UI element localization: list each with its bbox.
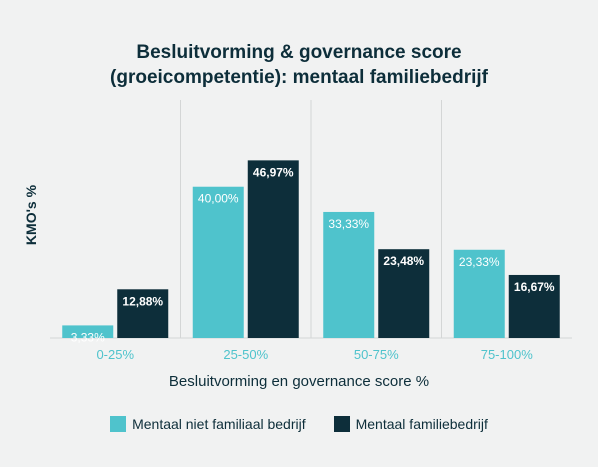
- x-tick-label: 75-100%: [481, 347, 533, 362]
- bar-familiebedrijf-3: [508, 274, 560, 338]
- bar-value-label: 23,48%: [383, 254, 424, 268]
- bar-familiebedrijf-2: [378, 249, 430, 338]
- legend-label-familiebedrijf: Mentaal familiebedrijf: [355, 416, 488, 432]
- bar-value-label: 33,33%: [328, 217, 369, 231]
- bar-value-label: 12,88%: [122, 294, 163, 308]
- chart-title-line-2: (groeicompetentie): mentaal familiebedri…: [110, 67, 488, 88]
- bar-value-label: 3,33%: [71, 330, 105, 344]
- bar-familiebedrijf-0: [117, 289, 169, 338]
- chart-title-line-1: Besluitvorming & governance score: [136, 42, 462, 63]
- bar-familiebedrijf-1: [247, 160, 299, 338]
- bar-value-label: 16,67%: [514, 280, 555, 294]
- bar-value-label: 46,97%: [253, 165, 294, 179]
- chart-title: Besluitvorming & governance score (groei…: [0, 40, 598, 90]
- legend-swatch-niet-familiaal: [110, 416, 127, 432]
- legend: Mentaal niet familiaal bedrijf Mentaal f…: [0, 416, 598, 432]
- x-axis-label: Besluitvorming en governance score %: [168, 373, 430, 390]
- bar-niet-familiaal-1: [192, 186, 244, 338]
- bar-niet-familiaal-3: [453, 249, 505, 338]
- y-axis-label: KMO's %: [23, 184, 39, 245]
- x-tick-label: 0-25%: [96, 347, 134, 362]
- legend-swatch-familiebedrijf: [333, 416, 350, 432]
- bar-value-label: 40,00%: [198, 192, 239, 206]
- x-tick-label: 25-50%: [223, 347, 268, 362]
- legend-label-niet-familiaal: Mentaal niet familiaal bedrijf: [132, 416, 306, 432]
- legend-item-familiebedrijf: Mentaal familiebedrijf: [333, 416, 488, 432]
- legend-item-niet-familiaal: Mentaal niet familiaal bedrijf: [110, 416, 306, 432]
- bar-niet-familiaal-2: [323, 211, 375, 338]
- bar-value-label: 23,33%: [459, 255, 500, 269]
- x-tick-label: 50-75%: [354, 347, 399, 362]
- bar-niet-familiaal-0: [62, 325, 114, 338]
